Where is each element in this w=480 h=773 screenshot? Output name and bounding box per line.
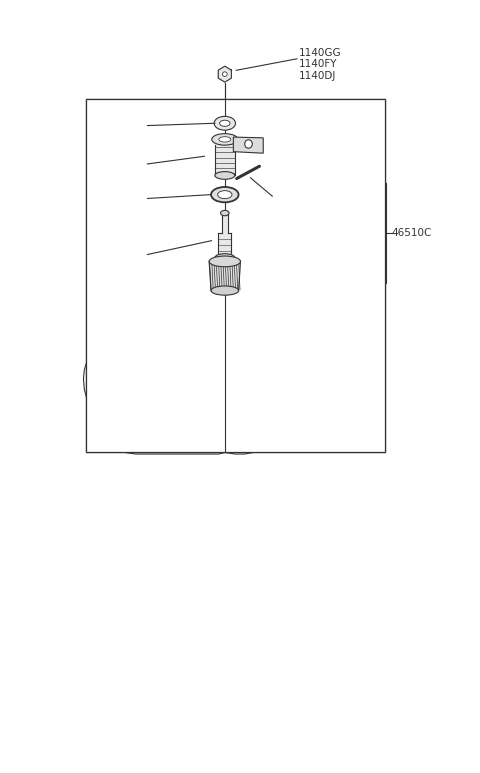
Circle shape	[101, 339, 113, 359]
Polygon shape	[96, 295, 335, 454]
Text: 1140DJ: 1140DJ	[300, 70, 336, 80]
Circle shape	[221, 396, 228, 408]
Ellipse shape	[215, 172, 235, 179]
Bar	[86, 99, 384, 451]
Ellipse shape	[245, 140, 252, 148]
Text: 1140FY: 1140FY	[300, 60, 338, 69]
Ellipse shape	[212, 134, 238, 145]
Polygon shape	[218, 233, 231, 257]
Ellipse shape	[220, 210, 229, 216]
Ellipse shape	[209, 256, 240, 267]
Polygon shape	[209, 261, 240, 291]
Ellipse shape	[219, 137, 231, 142]
Ellipse shape	[219, 120, 230, 126]
Polygon shape	[233, 137, 263, 153]
Circle shape	[218, 391, 231, 413]
Ellipse shape	[217, 191, 232, 199]
Ellipse shape	[211, 286, 239, 295]
Ellipse shape	[222, 72, 227, 77]
Bar	[215, 145, 235, 175]
Text: 1140GG: 1140GG	[300, 48, 342, 58]
Circle shape	[96, 333, 118, 366]
Text: 46513: 46513	[100, 193, 133, 203]
Ellipse shape	[211, 187, 239, 203]
Text: 1431AA: 1431AA	[273, 191, 314, 201]
Polygon shape	[218, 66, 231, 82]
Bar	[86, 99, 384, 451]
Ellipse shape	[214, 117, 236, 130]
Text: 46510C: 46510C	[392, 228, 432, 238]
Polygon shape	[222, 213, 228, 233]
Text: 46514: 46514	[100, 121, 133, 131]
Ellipse shape	[215, 254, 235, 261]
Text: 46512: 46512	[100, 250, 133, 260]
Text: 46510: 46510	[100, 159, 133, 169]
